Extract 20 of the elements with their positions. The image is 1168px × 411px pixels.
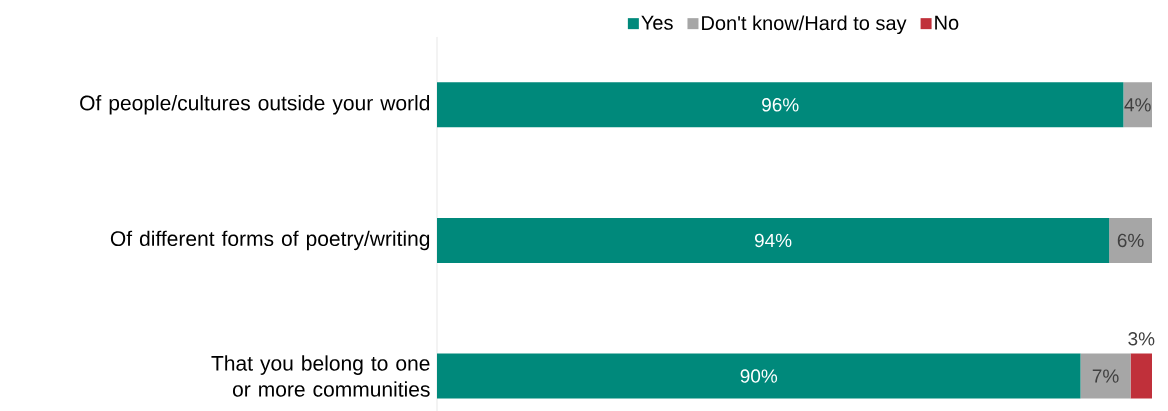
data-label: 90%	[740, 369, 778, 383]
bar	[1130, 353, 1153, 399]
legend-label: Don't know/Hard to say	[702, 15, 907, 35]
y-tick-label: Of people/cultures outside your world	[80, 95, 430, 115]
bar	[1109, 217, 1153, 263]
data-label: 4%	[1124, 98, 1151, 112]
data-label: 3%	[1128, 332, 1155, 346]
legend-label: No	[935, 15, 959, 30]
y-tick-label: That you belong to one or more communities	[211, 355, 430, 397]
bar	[437, 353, 1081, 399]
data-label: 6%	[1117, 233, 1144, 248]
data-label: 7%	[1092, 369, 1119, 383]
bar	[1080, 353, 1131, 399]
bar	[1123, 82, 1153, 128]
y-tick-label: Of different forms of poetry/writing	[110, 230, 430, 251]
data-label: 94%	[754, 233, 792, 248]
bar	[437, 217, 1110, 263]
data-label: 96%	[762, 98, 799, 112]
bar	[437, 82, 1124, 128]
legend-label: Yes	[641, 15, 673, 30]
